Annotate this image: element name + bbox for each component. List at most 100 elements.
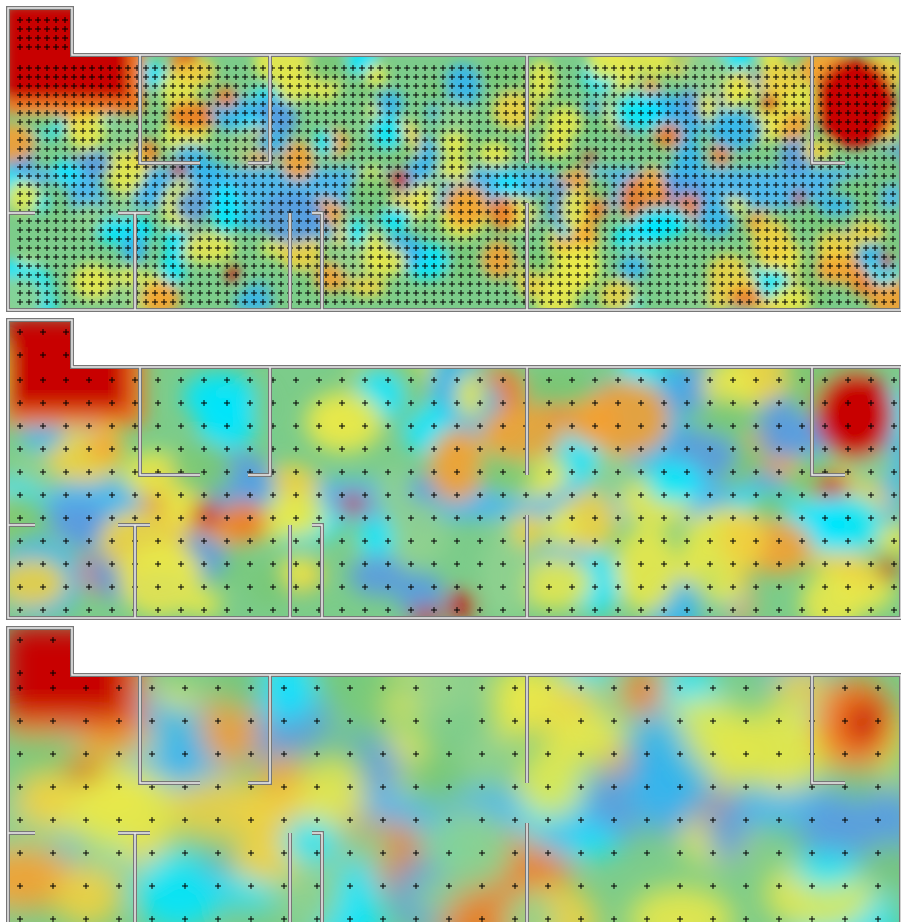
heat-blob	[191, 501, 221, 529]
heat-blob	[449, 240, 479, 285]
heat-blob	[410, 182, 435, 216]
heat-blob	[76, 150, 112, 177]
heat-blob	[175, 188, 211, 223]
heat-blob	[546, 506, 579, 549]
heat-blob	[326, 825, 393, 874]
heat-blob	[371, 115, 404, 150]
heat-blob	[311, 49, 346, 85]
heat-blob	[544, 711, 623, 763]
heat-blob	[425, 807, 515, 893]
heat-blob	[587, 38, 621, 81]
heat-blob	[848, 220, 886, 244]
heat-blob	[697, 398, 753, 437]
heat-blob	[457, 730, 509, 785]
heat-blob	[792, 852, 860, 888]
heat-blob	[221, 500, 268, 544]
heat-blob	[704, 733, 754, 787]
heat-blob	[517, 556, 592, 609]
heat-blob	[504, 886, 556, 922]
measurement-points	[17, 17, 896, 305]
heat-blob	[719, 509, 766, 568]
heat-blob	[628, 886, 734, 922]
heat-blob	[702, 360, 755, 412]
heat-blob	[347, 276, 387, 297]
heat-blob	[583, 379, 670, 457]
heat-blob	[674, 138, 703, 181]
heat-blob	[653, 123, 683, 148]
heat-blob	[546, 106, 582, 139]
floor-panel	[6, 6, 901, 312]
heat-blob	[584, 175, 615, 201]
heat-blob	[214, 86, 238, 108]
heat-blob	[547, 368, 595, 406]
heat-blob	[598, 278, 636, 310]
heat-blob	[445, 590, 476, 618]
heat-blob	[404, 646, 484, 719]
heat-blob	[391, 498, 448, 567]
heat-blob	[282, 557, 312, 586]
heat-blob	[444, 184, 489, 228]
heat-blob	[705, 800, 750, 863]
heat-blob	[723, 80, 759, 104]
heat-blob	[256, 130, 289, 156]
hot-zone	[8, 628, 129, 719]
heat-blob	[816, 250, 867, 285]
heat-blob	[170, 440, 234, 496]
walls-inner	[7, 319, 901, 619]
heat-blob	[488, 195, 517, 231]
heat-blob	[759, 95, 780, 112]
heat-blob	[62, 503, 105, 551]
heat-blob	[8, 847, 77, 910]
heat-blob	[404, 750, 468, 808]
heat-blob	[709, 108, 763, 151]
heat-blob	[73, 766, 182, 852]
heat-blob	[707, 280, 730, 310]
heat-blob	[8, 123, 36, 162]
heat-blob	[619, 758, 717, 818]
heat-blob	[435, 99, 474, 136]
heat-blob	[134, 850, 223, 922]
hot-zone-right	[815, 370, 895, 460]
heat-blob	[411, 878, 459, 916]
heat-blob	[395, 571, 445, 618]
floor-panel	[6, 626, 901, 922]
hot-zone-right	[815, 58, 895, 148]
heat-blob	[522, 248, 555, 277]
heat-blob	[439, 155, 472, 183]
heat-blob	[704, 574, 745, 606]
heat-blob	[66, 105, 107, 151]
heat-blob	[357, 519, 397, 557]
measurement-points	[17, 329, 897, 613]
heat-blob	[213, 653, 270, 713]
heat-blob	[640, 166, 664, 198]
heat-blob	[119, 542, 202, 617]
heat-blob	[330, 860, 380, 915]
heat-blob	[479, 59, 531, 93]
heat-blob	[438, 132, 470, 156]
heat-blob	[621, 667, 665, 716]
heat-blob	[482, 240, 516, 280]
heat-blob	[492, 91, 537, 130]
heat-blob	[697, 91, 718, 120]
heat-blob	[169, 162, 188, 177]
heat-blob	[477, 448, 535, 497]
heat-blob	[88, 434, 123, 461]
heat-blob	[141, 281, 180, 310]
heat-blob	[304, 647, 404, 711]
heat-blob	[298, 759, 367, 827]
heat-blob	[480, 406, 566, 460]
heat-blob	[879, 251, 893, 272]
heat-blob	[169, 776, 275, 838]
heat-blob	[517, 748, 584, 819]
heat-blob	[262, 664, 316, 723]
heat-blob	[758, 395, 801, 460]
heat-blob	[11, 772, 73, 826]
heat-blob	[277, 492, 326, 538]
heat-blob	[428, 428, 485, 503]
heat-blob	[74, 201, 106, 232]
heat-blob	[477, 141, 512, 166]
heat-blob	[166, 100, 220, 131]
heat-blob	[560, 188, 588, 232]
heat-blob	[695, 200, 735, 238]
